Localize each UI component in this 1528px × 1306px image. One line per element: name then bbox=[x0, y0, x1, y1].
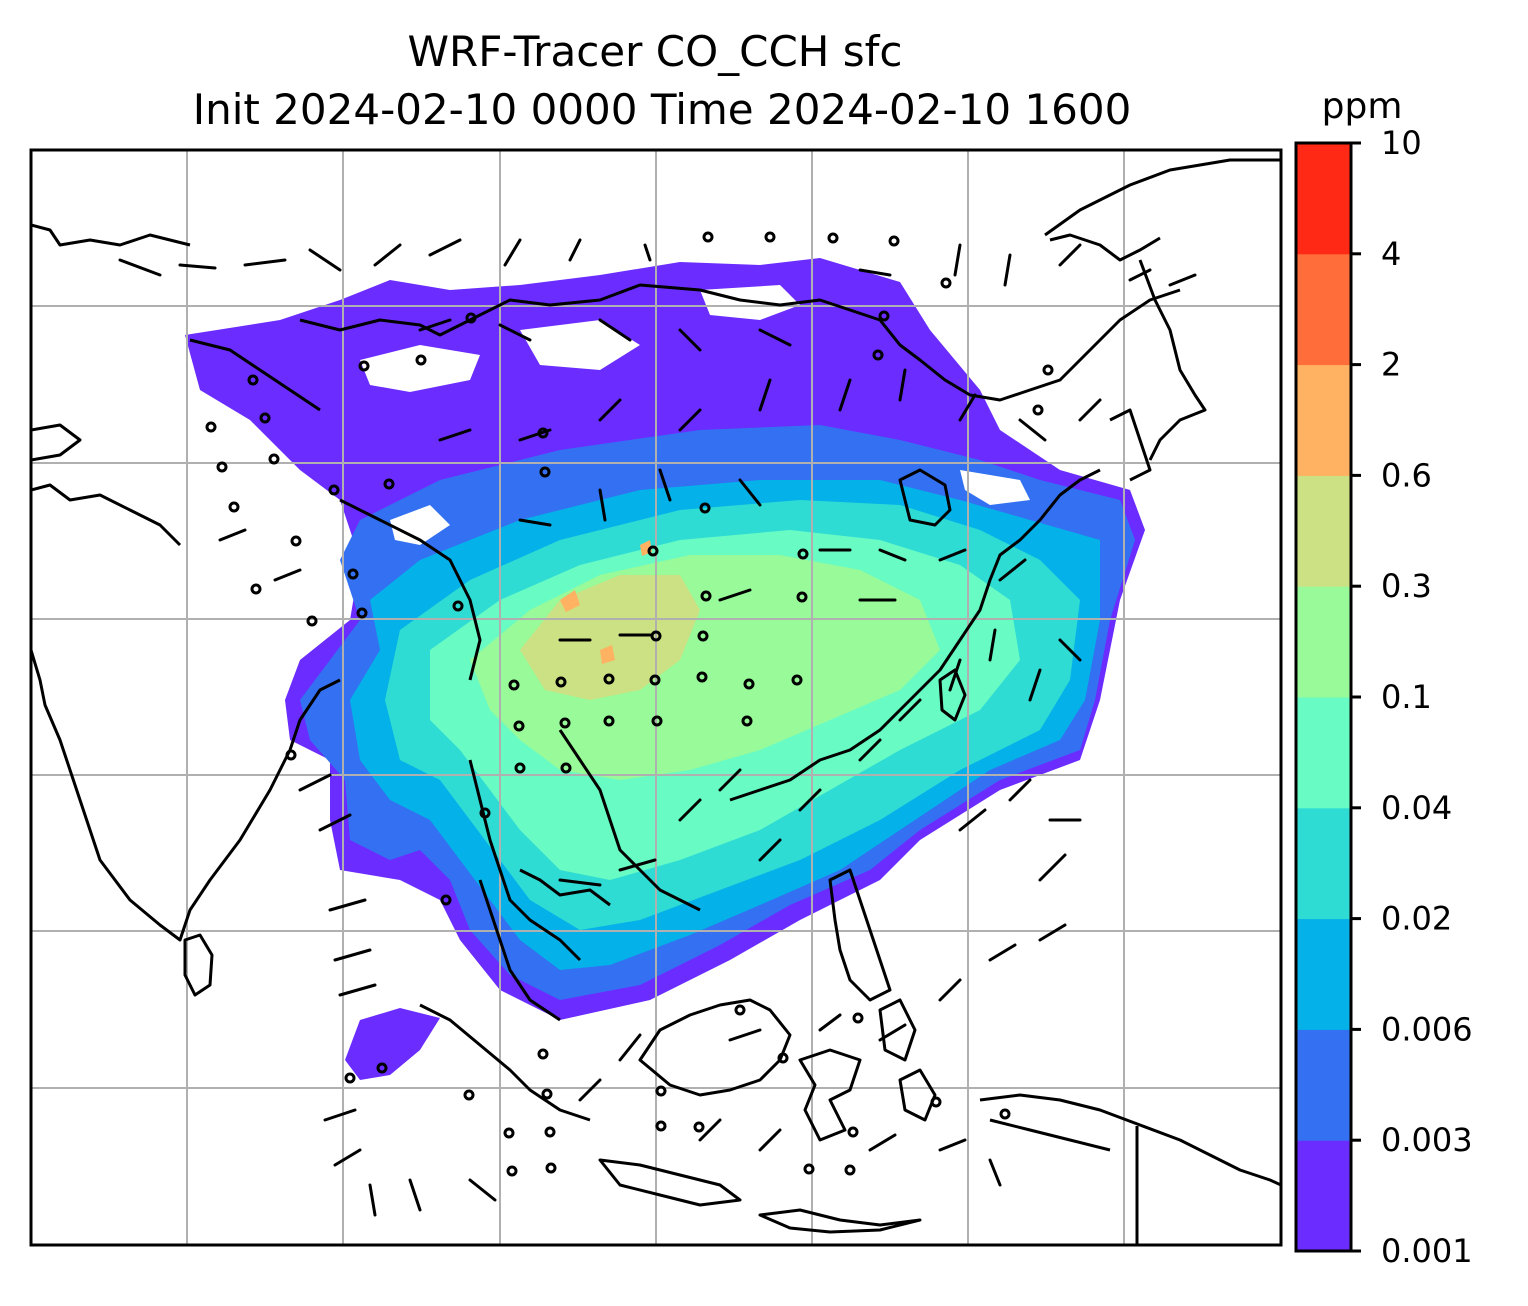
colorbar-tick-label: 0.006 bbox=[1381, 1010, 1473, 1048]
map-frame bbox=[29, 148, 1283, 1247]
indochina bbox=[558, 729, 701, 912]
colorbar-tick-label: 0.001 bbox=[1381, 1232, 1473, 1270]
colorbar-band-2 bbox=[1296, 918, 1351, 1030]
india-coast bbox=[31, 649, 341, 942]
title-line-1: WRF-Tracer CO_CCH sfc bbox=[408, 27, 903, 76]
level-0.6 bbox=[560, 540, 652, 664]
title-line-2: Init 2024-02-10 0000 Time 2024-02-10 160… bbox=[193, 85, 1132, 134]
colorbar-band-8 bbox=[1296, 253, 1351, 366]
borneo bbox=[638, 998, 792, 1097]
map-panel bbox=[31, 150, 1281, 1245]
colorbar-band-3 bbox=[1296, 807, 1351, 920]
malay-peninsula bbox=[478, 879, 561, 1022]
colorbar-band-4 bbox=[1296, 697, 1351, 809]
colorbar-band-1 bbox=[1296, 1029, 1351, 1141]
wind-barbs bbox=[118, 238, 1197, 1217]
java bbox=[598, 1158, 742, 1207]
colorbar: ppm 0.001 0.003 0.006 0.02 0.04 0.1 0.3 0.6 2 4 10 bbox=[1294, 86, 1473, 1270]
colorbar-tick-label: 0.1 bbox=[1381, 678, 1432, 716]
china-east-coast bbox=[729, 468, 1101, 802]
colorbar-band-5 bbox=[1296, 586, 1351, 698]
colorbar-ticks: 0.001 0.003 0.006 0.02 0.04 0.1 0.3 0.6 2 4 10 bbox=[1351, 124, 1473, 1270]
coastlines bbox=[31, 158, 1281, 1245]
china-north-border bbox=[299, 283, 1181, 402]
colorbar-tick-label: 4 bbox=[1381, 235, 1401, 273]
new-guinea bbox=[979, 1093, 1281, 1187]
colorbar-unit: ppm bbox=[1322, 86, 1403, 127]
colorbar-band-9 bbox=[1296, 143, 1351, 255]
colorbar-tick-label: 0.003 bbox=[1381, 1121, 1473, 1159]
level-0.001-south bbox=[345, 1008, 440, 1080]
sumatra bbox=[419, 1003, 591, 1122]
philippines bbox=[828, 868, 892, 1002]
colorbar-bands bbox=[1296, 143, 1351, 1252]
colorbar-tick-label: 2 bbox=[1381, 346, 1401, 384]
concentration-field bbox=[185, 258, 1145, 1080]
colorbar-tick-label: 0.3 bbox=[1381, 567, 1432, 605]
taiwan bbox=[938, 668, 967, 722]
colorbar-tick-label: 0.02 bbox=[1381, 900, 1452, 938]
korea-japan bbox=[1138, 259, 1207, 461]
russia-coast-ne bbox=[1044, 158, 1281, 237]
colorbar-band-6 bbox=[1296, 475, 1351, 587]
colorbar-tick-label: 0.6 bbox=[1381, 456, 1432, 494]
colorbar-tick-label: 10 bbox=[1381, 124, 1422, 162]
colorbar-band-0 bbox=[1296, 1140, 1351, 1252]
sri-lanka bbox=[183, 933, 214, 997]
colorbar-tick-label: 0.04 bbox=[1381, 789, 1452, 827]
colorbar-band-7 bbox=[1296, 364, 1351, 476]
calm-wind-circles bbox=[205, 231, 1054, 1177]
sulawesi bbox=[798, 1048, 862, 1142]
